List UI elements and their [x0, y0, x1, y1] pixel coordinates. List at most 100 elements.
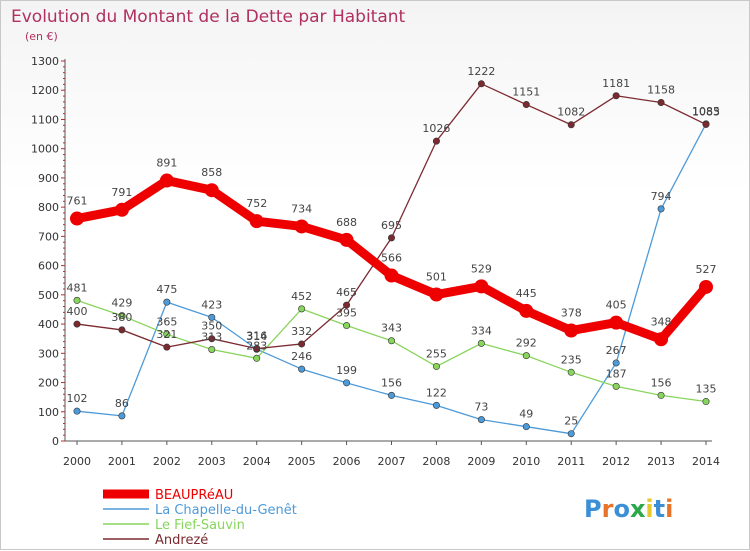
data-label: 86 [115, 397, 129, 410]
logo-letter: P [584, 495, 602, 523]
y-tick-label: 1200 [31, 84, 59, 97]
chart-title: Evolution du Montant de la Dette par Hab… [11, 7, 406, 27]
x-tick-label: 2003 [198, 455, 226, 468]
data-point [612, 382, 620, 390]
data-label: 405 [606, 299, 627, 312]
x-tick-label: 2012 [602, 455, 630, 468]
data-point [387, 391, 395, 399]
data-label: 25 [564, 415, 578, 428]
logo-letter: x [630, 495, 646, 523]
data-label: 1083 [692, 105, 720, 118]
data-label: 400 [67, 305, 88, 318]
data-label: 445 [516, 287, 537, 300]
data-point [612, 92, 620, 100]
data-label: 350 [201, 320, 222, 333]
data-label: 481 [67, 281, 88, 294]
x-tick-label: 2000 [63, 455, 91, 468]
proxiti-logo: Proxiti [584, 495, 673, 523]
data-label: 49 [519, 408, 533, 421]
data-label: 187 [606, 367, 627, 380]
data-point [432, 137, 440, 145]
data-point [339, 232, 354, 247]
data-point [298, 340, 306, 348]
data-point [474, 279, 489, 294]
data-label: 1085 [692, 105, 720, 118]
data-point [253, 354, 261, 362]
data-point [159, 173, 174, 188]
data-point [522, 352, 530, 360]
data-label: 156 [651, 376, 672, 389]
data-point [163, 330, 171, 338]
data-label: 566 [381, 252, 402, 265]
series-layer [70, 80, 713, 438]
y-tick-label: 200 [38, 377, 59, 390]
data-label: 235 [561, 353, 582, 366]
data-label: 891 [156, 157, 177, 170]
data-point [609, 315, 624, 330]
x-tick-label: 2013 [647, 455, 675, 468]
data-label: 365 [156, 315, 177, 328]
x-tick-label: 2008 [422, 455, 450, 468]
data-point [163, 298, 171, 306]
chart-subtitle: (en €) [25, 30, 58, 43]
data-point [294, 219, 309, 234]
data-label: 529 [471, 262, 492, 275]
data-label: 1158 [647, 84, 675, 97]
data-label: 1181 [602, 77, 630, 90]
y-tick-label: 300 [38, 347, 59, 360]
data-point [702, 398, 710, 406]
y-tick-label: 1300 [31, 55, 59, 68]
data-label: 135 [696, 383, 717, 396]
data-label: 343 [381, 322, 402, 335]
data-point [477, 80, 485, 88]
data-label: 314 [246, 330, 267, 343]
data-point [567, 121, 575, 129]
logo-wordmark: Proxiti [584, 495, 673, 523]
data-point [654, 332, 669, 347]
data-point [204, 183, 219, 198]
data-point [657, 205, 665, 213]
data-label: 475 [156, 283, 177, 296]
data-label: 501 [426, 271, 447, 284]
data-label: 292 [516, 337, 537, 350]
data-label: 334 [471, 324, 492, 337]
data-label: 695 [381, 219, 402, 232]
data-label: 395 [336, 307, 357, 320]
data-label: 199 [336, 364, 357, 377]
data-point [384, 268, 399, 283]
data-point [298, 365, 306, 373]
data-point [564, 323, 579, 338]
data-label: 313 [201, 331, 222, 344]
data-point [70, 211, 84, 226]
legend-label: La Chapelle-du-Genêt [155, 503, 297, 518]
data-label: 255 [426, 347, 447, 360]
data-point [73, 320, 81, 328]
data-point [387, 234, 395, 242]
data-label: 122 [426, 386, 447, 399]
y-tick-label: 100 [38, 406, 59, 419]
data-label: 321 [156, 328, 177, 341]
data-label: 246 [291, 350, 312, 363]
data-label: 378 [561, 307, 582, 320]
data-point [567, 430, 575, 438]
data-label: 423 [201, 298, 222, 311]
data-point [118, 326, 126, 334]
data-point [118, 412, 126, 420]
data-label: 380 [111, 311, 132, 324]
y-tick-label: 600 [38, 260, 59, 273]
y-tick-label: 0 [52, 435, 59, 448]
data-point [477, 339, 485, 347]
data-label: 283 [246, 339, 267, 352]
logo-letter: i [665, 495, 673, 523]
data-point [343, 301, 351, 309]
data-point [429, 287, 444, 302]
data-label: 1082 [557, 106, 585, 119]
data-label: 73 [474, 401, 488, 414]
data-label: 794 [651, 190, 672, 203]
data-point [253, 345, 261, 353]
x-tick-label: 2007 [378, 455, 406, 468]
data-point [208, 346, 216, 354]
data-point [73, 407, 81, 415]
